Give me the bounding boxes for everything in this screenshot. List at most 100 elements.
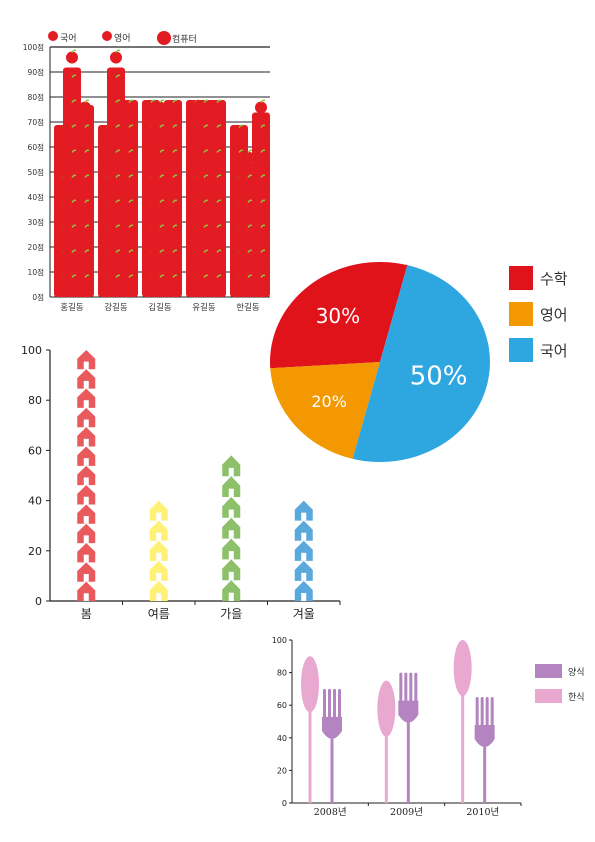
apple-icon bbox=[79, 276, 91, 289]
apple-icon bbox=[123, 176, 135, 189]
apple-icon bbox=[242, 151, 254, 164]
fork-tine bbox=[414, 672, 418, 703]
apple-leaf bbox=[203, 199, 209, 203]
legend-swatch bbox=[535, 689, 562, 703]
slice-label: 20% bbox=[311, 392, 347, 411]
apple-leaf bbox=[238, 124, 244, 128]
apple-leaf bbox=[71, 274, 77, 278]
fork-icon bbox=[474, 725, 495, 748]
spoon-2010년 bbox=[453, 640, 472, 803]
apple-leaf bbox=[84, 274, 90, 278]
apple-leaf bbox=[172, 249, 178, 253]
x-tick-label: 홍길동 bbox=[60, 302, 84, 313]
apple-leaf bbox=[115, 199, 121, 203]
fork-tine bbox=[490, 697, 494, 728]
house-door bbox=[228, 530, 234, 539]
apple-icon bbox=[79, 151, 91, 164]
house-icon bbox=[222, 476, 241, 498]
house-door bbox=[228, 592, 234, 601]
apple-leaf bbox=[247, 224, 253, 228]
apple-leaf bbox=[84, 124, 90, 128]
apple-icon bbox=[110, 101, 122, 114]
apple-icon bbox=[255, 176, 267, 189]
apple-icon bbox=[154, 201, 166, 214]
apple-leaf bbox=[71, 199, 77, 203]
apple-leaf bbox=[216, 149, 222, 153]
apple-leaf bbox=[216, 199, 222, 203]
x-tick-label: 여름 bbox=[148, 607, 170, 621]
bar-봄 bbox=[77, 350, 96, 601]
house-door bbox=[156, 552, 162, 561]
apple-leaf bbox=[115, 99, 121, 103]
apple-icon bbox=[66, 51, 78, 64]
y-tick-label: 40 bbox=[28, 495, 42, 508]
legend-label: 국어 bbox=[60, 33, 77, 44]
apple-icon bbox=[167, 251, 179, 264]
apple-leaf bbox=[84, 249, 90, 253]
apple-leaf bbox=[172, 124, 178, 128]
house-icon bbox=[222, 580, 241, 601]
pie-slice-국어 bbox=[352, 265, 490, 462]
apple-icon bbox=[66, 151, 78, 164]
pie-slice-영어 bbox=[270, 362, 380, 459]
apple-leaf bbox=[247, 274, 253, 278]
house-door bbox=[83, 496, 89, 505]
apple-icon bbox=[66, 176, 78, 189]
apple-icon bbox=[211, 176, 223, 189]
plot-area bbox=[54, 49, 270, 297]
apple-icon bbox=[255, 201, 267, 214]
apple-icon bbox=[198, 251, 210, 264]
apple-icon bbox=[211, 151, 223, 164]
apple-leaf bbox=[159, 274, 165, 278]
slice-label: 30% bbox=[316, 304, 360, 328]
y-tick-label: 40점 bbox=[28, 192, 44, 202]
apple-icon bbox=[211, 251, 223, 264]
apple-leaf bbox=[71, 74, 77, 78]
apple-icon bbox=[154, 276, 166, 289]
apple-leaf bbox=[115, 49, 121, 53]
house-icon bbox=[294, 520, 313, 541]
bar-겨울 bbox=[294, 500, 313, 601]
apple-icon bbox=[66, 201, 78, 214]
house-icon bbox=[77, 504, 96, 524]
apple-leaf bbox=[71, 224, 77, 228]
fork-tine bbox=[333, 688, 336, 719]
house-door bbox=[228, 509, 234, 518]
apple-leaf bbox=[216, 124, 222, 128]
legend-swatch bbox=[535, 664, 562, 678]
apple-icon bbox=[66, 251, 78, 264]
y-tick-label: 20 bbox=[28, 545, 42, 558]
apple-leaf bbox=[84, 174, 90, 178]
apple-icon bbox=[255, 226, 267, 239]
fork-handle bbox=[406, 722, 410, 803]
apple-leaf bbox=[247, 249, 253, 253]
apple-icon bbox=[123, 151, 135, 164]
apple-icon bbox=[110, 251, 122, 264]
y-tick-label: 20 bbox=[277, 766, 287, 775]
apple-icon bbox=[198, 276, 210, 289]
house-door bbox=[156, 532, 162, 541]
apple-icon bbox=[110, 51, 122, 64]
apple-icon bbox=[154, 126, 166, 139]
legend-apple-icon bbox=[157, 31, 171, 45]
bar-유길동-컴퓨터 bbox=[208, 99, 226, 297]
apple-leaf bbox=[115, 74, 121, 78]
apple-leaf bbox=[216, 249, 222, 253]
apple-leaf bbox=[172, 99, 178, 103]
apple-leaf bbox=[84, 199, 90, 203]
apple-leaf bbox=[247, 174, 253, 178]
y-tick-label: 30점 bbox=[28, 217, 44, 227]
apple-leaf bbox=[238, 149, 244, 153]
house-icon bbox=[294, 500, 313, 521]
apple-icon bbox=[255, 101, 267, 114]
apple-leaf bbox=[159, 174, 165, 178]
house-icon bbox=[77, 523, 96, 544]
apple-icon bbox=[167, 176, 179, 189]
apple-icon bbox=[242, 201, 254, 214]
house-door bbox=[301, 572, 307, 581]
house-door bbox=[228, 467, 234, 477]
apple-icon bbox=[123, 201, 135, 214]
legend-label: 한식 bbox=[568, 692, 585, 703]
